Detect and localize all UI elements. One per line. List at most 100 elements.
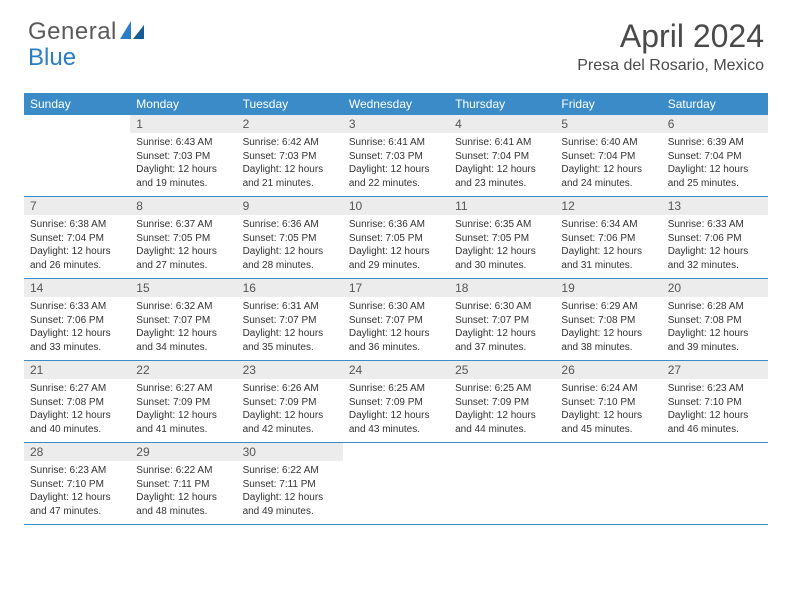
day-body: Sunrise: 6:37 AMSunset: 7:05 PMDaylight:… [130,215,236,278]
daylight-text: Daylight: 12 hours [136,327,230,341]
sunset-text: Sunset: 7:04 PM [30,232,124,246]
calendar-body: 1Sunrise: 6:43 AMSunset: 7:03 PMDaylight… [24,115,768,525]
sunrise-text: Sunrise: 6:35 AM [455,218,549,232]
sunset-text: Sunset: 7:03 PM [243,150,337,164]
day-number: 18 [449,279,555,297]
daylight-text: Daylight: 12 hours [136,491,230,505]
day-number: 14 [24,279,130,297]
day-body: Sunrise: 6:26 AMSunset: 7:09 PMDaylight:… [237,379,343,442]
sunset-text: Sunset: 7:11 PM [136,478,230,492]
daylight-text: and 44 minutes. [455,423,549,437]
day-body: Sunrise: 6:29 AMSunset: 7:08 PMDaylight:… [555,297,661,360]
location: Presa del Rosario, Mexico [577,57,764,75]
day-number: 26 [555,361,661,379]
logo-text-blue: Blue [28,44,76,72]
day-number: 11 [449,197,555,215]
calendar-week-row: 28Sunrise: 6:23 AMSunset: 7:10 PMDayligh… [24,443,768,525]
daylight-text: Daylight: 12 hours [349,245,443,259]
sunset-text: Sunset: 7:05 PM [349,232,443,246]
sunset-text: Sunset: 7:07 PM [136,314,230,328]
calendar-table: SundayMondayTuesdayWednesdayThursdayFrid… [24,93,768,525]
day-number: 13 [662,197,768,215]
sunrise-text: Sunrise: 6:26 AM [243,382,337,396]
sunrise-text: Sunrise: 6:32 AM [136,300,230,314]
daylight-text: and 37 minutes. [455,341,549,355]
calendar-cell: 24Sunrise: 6:25 AMSunset: 7:09 PMDayligh… [343,361,449,443]
daylight-text: Daylight: 12 hours [349,409,443,423]
day-number: 22 [130,361,236,379]
day-number: 6 [662,115,768,133]
daylight-text: Daylight: 12 hours [243,163,337,177]
daylight-text: Daylight: 12 hours [136,163,230,177]
daylight-text: and 29 minutes. [349,259,443,273]
day-number: 2 [237,115,343,133]
sunset-text: Sunset: 7:05 PM [455,232,549,246]
calendar-cell [343,443,449,525]
calendar-cell: 4Sunrise: 6:41 AMSunset: 7:04 PMDaylight… [449,115,555,197]
calendar-cell: 6Sunrise: 6:39 AMSunset: 7:04 PMDaylight… [662,115,768,197]
calendar-cell: 9Sunrise: 6:36 AMSunset: 7:05 PMDaylight… [237,197,343,279]
sunrise-text: Sunrise: 6:43 AM [136,136,230,150]
daylight-text: and 48 minutes. [136,505,230,519]
daylight-text: Daylight: 12 hours [30,491,124,505]
daylight-text: Daylight: 12 hours [243,409,337,423]
calendar-cell [555,443,661,525]
calendar-cell: 20Sunrise: 6:28 AMSunset: 7:08 PMDayligh… [662,279,768,361]
sunset-text: Sunset: 7:10 PM [668,396,762,410]
calendar-cell: 14Sunrise: 6:33 AMSunset: 7:06 PMDayligh… [24,279,130,361]
daylight-text: and 35 minutes. [243,341,337,355]
day-body: Sunrise: 6:32 AMSunset: 7:07 PMDaylight:… [130,297,236,360]
daylight-text: and 31 minutes. [561,259,655,273]
day-body: Sunrise: 6:31 AMSunset: 7:07 PMDaylight:… [237,297,343,360]
day-number: 19 [555,279,661,297]
calendar-cell: 16Sunrise: 6:31 AMSunset: 7:07 PMDayligh… [237,279,343,361]
sunrise-text: Sunrise: 6:27 AM [136,382,230,396]
calendar-cell: 7Sunrise: 6:38 AMSunset: 7:04 PMDaylight… [24,197,130,279]
daylight-text: and 34 minutes. [136,341,230,355]
day-number: 29 [130,443,236,461]
calendar-cell: 26Sunrise: 6:24 AMSunset: 7:10 PMDayligh… [555,361,661,443]
sunset-text: Sunset: 7:05 PM [136,232,230,246]
daylight-text: Daylight: 12 hours [30,409,124,423]
sunset-text: Sunset: 7:07 PM [243,314,337,328]
daylight-text: Daylight: 12 hours [668,327,762,341]
sunset-text: Sunset: 7:03 PM [136,150,230,164]
daylight-text: and 40 minutes. [30,423,124,437]
daylight-text: Daylight: 12 hours [136,245,230,259]
day-body: Sunrise: 6:34 AMSunset: 7:06 PMDaylight:… [555,215,661,278]
daylight-text: and 23 minutes. [455,177,549,191]
sunrise-text: Sunrise: 6:36 AM [349,218,443,232]
daylight-text: Daylight: 12 hours [455,163,549,177]
day-number: 20 [662,279,768,297]
weekday-header: Thursday [449,93,555,115]
sunrise-text: Sunrise: 6:33 AM [668,218,762,232]
day-number: 12 [555,197,661,215]
header: General April 2024 Presa del Rosario, Me… [0,0,792,83]
logo: General [28,18,147,46]
day-number: 16 [237,279,343,297]
sunrise-text: Sunrise: 6:23 AM [30,464,124,478]
calendar-week-row: 7Sunrise: 6:38 AMSunset: 7:04 PMDaylight… [24,197,768,279]
day-body: Sunrise: 6:41 AMSunset: 7:03 PMDaylight:… [343,133,449,196]
day-number: 1 [130,115,236,133]
daylight-text: Daylight: 12 hours [561,409,655,423]
sunrise-text: Sunrise: 6:37 AM [136,218,230,232]
daylight-text: and 39 minutes. [668,341,762,355]
sunrise-text: Sunrise: 6:31 AM [243,300,337,314]
day-number: 24 [343,361,449,379]
calendar-cell: 2Sunrise: 6:42 AMSunset: 7:03 PMDaylight… [237,115,343,197]
sunrise-text: Sunrise: 6:41 AM [349,136,443,150]
sunset-text: Sunset: 7:06 PM [561,232,655,246]
daylight-text: and 24 minutes. [561,177,655,191]
sunset-text: Sunset: 7:11 PM [243,478,337,492]
day-body: Sunrise: 6:25 AMSunset: 7:09 PMDaylight:… [343,379,449,442]
month-title: April 2024 [577,18,764,55]
calendar-cell [662,443,768,525]
logo-sail-icon [119,19,145,46]
day-body: Sunrise: 6:22 AMSunset: 7:11 PMDaylight:… [130,461,236,524]
sunrise-text: Sunrise: 6:41 AM [455,136,549,150]
day-number: 4 [449,115,555,133]
sunrise-text: Sunrise: 6:30 AM [455,300,549,314]
day-body: Sunrise: 6:30 AMSunset: 7:07 PMDaylight:… [449,297,555,360]
daylight-text: and 49 minutes. [243,505,337,519]
